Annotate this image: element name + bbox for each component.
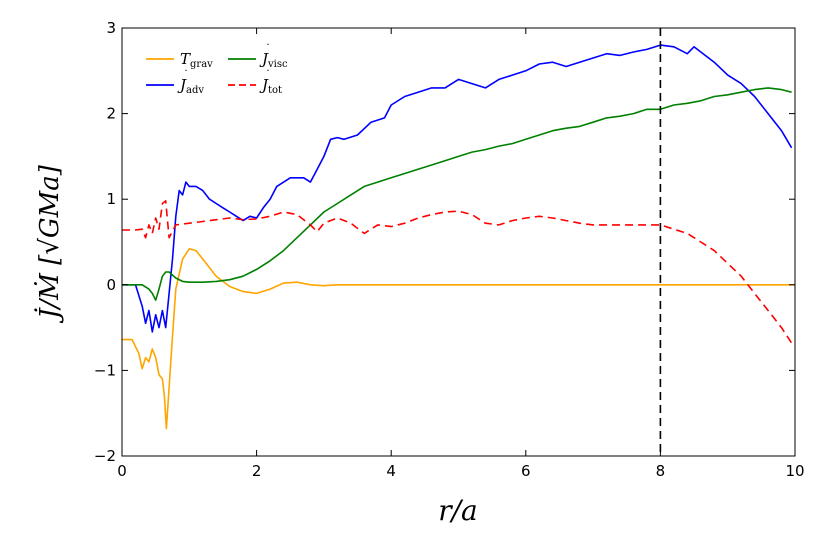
y-tick-label: 1: [106, 190, 116, 208]
y-tick-label: −2: [94, 447, 116, 465]
series-layer: [122, 44, 795, 430]
y-tick-label: 2: [106, 105, 116, 123]
x-tick-label: 8: [656, 462, 666, 480]
legend-dot-accent: ˙: [183, 68, 189, 82]
legend-dot-accent: ˙: [265, 42, 271, 56]
legend-label-visc: Jvisc: [259, 50, 288, 70]
y-tick-label: −1: [94, 361, 116, 379]
x-tick-label: 4: [386, 462, 396, 480]
y-axis-label: J̇/Ṁ [√GMa]: [34, 164, 65, 324]
x-tick-label: 6: [521, 462, 531, 480]
y-tick-label: 3: [106, 19, 116, 37]
series-line-tot: [122, 200, 793, 344]
y-tick-label: 0: [106, 276, 116, 294]
legend-label-grav: Tgrav: [180, 50, 213, 70]
legend-dot-accent: ˙: [265, 68, 271, 82]
axis-ticks: 0 2 4 6 8 10 −2 −1 0 1 2 3: [94, 19, 805, 480]
x-tick-label: 10: [785, 462, 804, 480]
x-tick-label: 2: [252, 462, 262, 480]
series-line-grav: [122, 248, 795, 430]
series-line-adv: [122, 44, 793, 333]
x-tick-label: 0: [117, 462, 127, 480]
x-axis-label: r/a: [438, 494, 478, 527]
legend-label-adv: Jadv: [177, 76, 204, 96]
plot-frame: [121, 27, 796, 457]
series-line-visc: [122, 87, 792, 302]
